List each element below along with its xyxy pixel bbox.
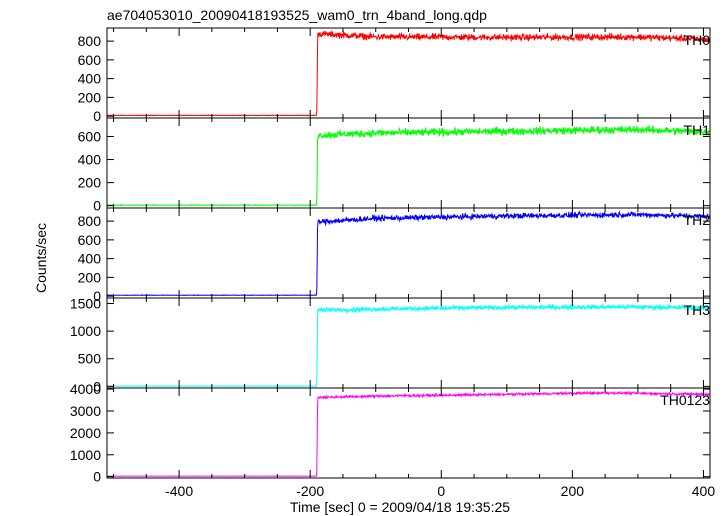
- panel-th0: 0 200 400 600 800 TH0: [78, 27, 711, 124]
- y-tick-label: 0: [93, 108, 101, 124]
- y-tick-label: 0: [93, 198, 101, 214]
- x-tick-label: 400: [692, 483, 716, 499]
- y-tick-label: 600: [78, 128, 102, 144]
- y-tick-label: 600: [78, 232, 102, 248]
- series-label: TH1: [684, 122, 711, 138]
- panel-frame: [106, 27, 711, 119]
- x-tick-label: 0: [437, 483, 445, 499]
- series-line-th3: [106, 302, 711, 387]
- y-tick-label: 800: [78, 33, 102, 49]
- panel-stack: 0 200 400 600 800 TH0 0 200 400 600 TH1 0 200 400 600 8…: [70, 27, 711, 485]
- y-tick-label: 200: [78, 175, 102, 191]
- panel-th1: 0 200 400 600 TH1: [78, 117, 711, 214]
- series-label: TH3: [684, 302, 711, 318]
- y-tick-label: 0: [93, 469, 101, 485]
- y-axis-label: Counts/sec: [33, 223, 49, 293]
- y-tick-label: 1000: [70, 447, 101, 463]
- y-tick-label: 1000: [70, 323, 101, 339]
- panel-th0123: 0 1000 2000 3000 4000 TH0123: [70, 381, 711, 485]
- series-label: TH2: [684, 212, 711, 228]
- x-axis-label: Time [sec] 0 = 2009/04/18 19:35:25: [290, 499, 510, 515]
- y-tick-label: 800: [78, 213, 102, 229]
- y-tick-label: 200: [78, 269, 102, 285]
- y-tick-label: 3000: [70, 403, 101, 419]
- series-line-th1: [107, 125, 710, 207]
- y-tick-label: 2000: [70, 425, 101, 441]
- y-tick-label: 600: [78, 52, 102, 68]
- series-line-th0123: [106, 389, 711, 477]
- x-tick-label: -200: [296, 483, 324, 499]
- series-label: TH0123: [660, 392, 710, 408]
- panel-th3: 0 500 1000 1500 TH3: [70, 296, 711, 394]
- y-tick-label: 400: [78, 152, 102, 168]
- y-tick-label: 0: [93, 288, 101, 304]
- y-tick-label: 4000: [70, 381, 101, 397]
- y-tick-label: 400: [78, 71, 102, 87]
- x-tick-label: 200: [561, 483, 585, 499]
- y-tick-label: 0: [93, 378, 101, 394]
- y-tick-label: 400: [78, 251, 102, 267]
- panel-frame: [106, 207, 711, 299]
- y-tick-label: 500: [78, 351, 102, 367]
- y-tick-label: 200: [78, 89, 102, 105]
- panel-frame: [106, 387, 711, 479]
- chart-title: ae704053010_20090418193525_wam0_trn_4ban…: [107, 7, 487, 23]
- series-label: TH0: [684, 32, 711, 48]
- series-line-th2: [106, 210, 711, 297]
- panel-th2: 0 200 400 600 800 TH2: [78, 207, 711, 304]
- x-tick-label: -400: [165, 483, 193, 499]
- x-axis: -400 -200 0 200 400: [165, 483, 715, 499]
- series-line-th0: [106, 30, 711, 117]
- panel-frame: [106, 297, 711, 389]
- y-tick-label: 1500: [70, 296, 101, 312]
